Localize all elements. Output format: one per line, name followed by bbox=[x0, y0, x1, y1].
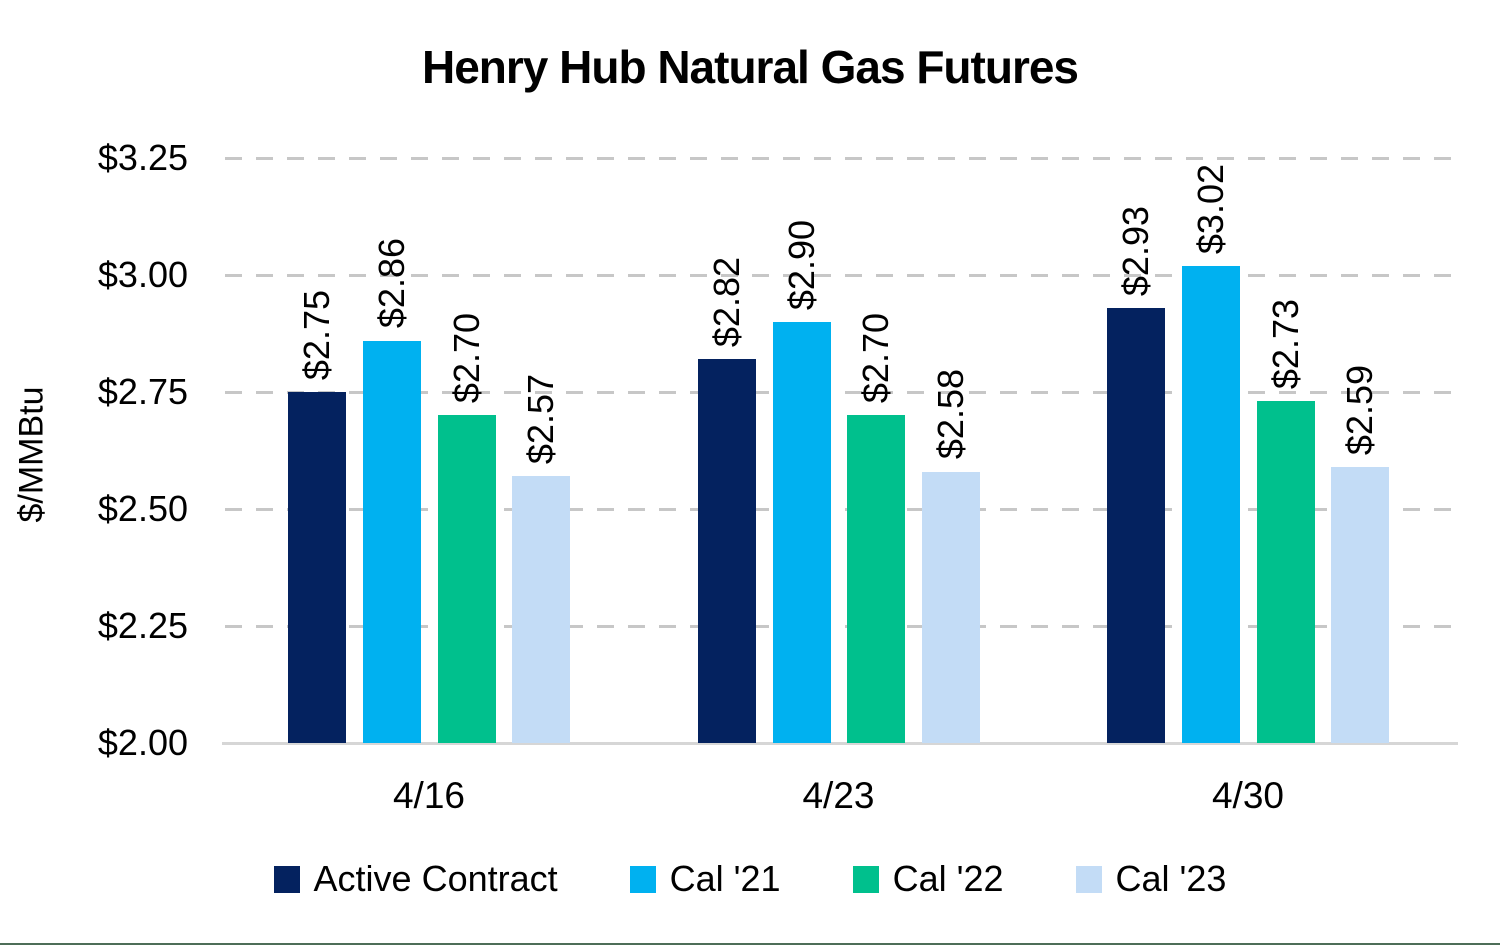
chart-title: Henry Hub Natural Gas Futures bbox=[421, 41, 1079, 93]
y-tick-label: $2.50 bbox=[97, 488, 188, 529]
bar-cal-23-4-23 bbox=[921, 471, 980, 743]
y-tick-label: $2.25 bbox=[97, 605, 188, 646]
bottom-divider bbox=[0, 943, 1500, 945]
bar-cal-21-4-23 bbox=[772, 321, 831, 743]
bar-active-contract-4-16 bbox=[288, 392, 346, 743]
bar-value-label-wrap: $2.57 bbox=[481, 344, 601, 464]
legend-item-cal-22: Cal '22 bbox=[852, 858, 1004, 900]
legend-label: Cal '21 bbox=[669, 858, 781, 899]
gridline bbox=[225, 391, 1455, 394]
y-tick-label: $3.25 bbox=[97, 137, 188, 178]
legend-item-cal-23: Cal '23 bbox=[1075, 858, 1227, 900]
x-tick-label: 4/23 bbox=[802, 775, 875, 816]
legend-item-active-contract: Active Contract bbox=[273, 858, 558, 900]
bar-cal-22-4-23 bbox=[847, 415, 905, 743]
y-tick-label: $3.00 bbox=[97, 254, 188, 295]
bar-cal-21-4-30 bbox=[1182, 265, 1240, 743]
x-tick-label: 4/16 bbox=[392, 775, 465, 816]
bar-cal-22-4-16 bbox=[437, 415, 496, 743]
bar-value-label-wrap: $3.02 bbox=[1151, 134, 1271, 254]
bar-value-label-wrap: $2.59 bbox=[1300, 335, 1420, 455]
gridline bbox=[225, 274, 1455, 277]
x-axis-line bbox=[222, 742, 1458, 745]
bar-cal-21-4-16 bbox=[363, 340, 421, 743]
bar-value-label-wrap: $2.58 bbox=[891, 340, 1011, 460]
x-tick-label: 4/30 bbox=[1211, 775, 1284, 816]
bar-value-label: $2.59 bbox=[1339, 364, 1380, 455]
bar-cal-22-4-30 bbox=[1256, 401, 1315, 743]
legend-swatch-icon bbox=[273, 865, 300, 893]
bar-active-contract-4-30 bbox=[1107, 307, 1165, 743]
bar-value-label: $3.02 bbox=[1190, 163, 1231, 254]
y-tick-label: $2.00 bbox=[97, 722, 188, 763]
gridline bbox=[225, 157, 1455, 160]
legend-label: Cal '22 bbox=[892, 858, 1004, 899]
legend-label: Cal '23 bbox=[1115, 858, 1227, 899]
bar-value-label: $2.58 bbox=[929, 369, 971, 460]
bar-cal-23-4-30 bbox=[1331, 466, 1389, 743]
legend-item-cal-21: Cal '21 bbox=[629, 858, 781, 900]
legend-swatch-icon bbox=[852, 865, 879, 893]
gridline bbox=[225, 508, 1455, 511]
legend-swatch-icon bbox=[1075, 865, 1102, 893]
gridline bbox=[225, 625, 1455, 628]
legend-label: Active Contract bbox=[313, 858, 558, 899]
bar-cal-23-4-16 bbox=[512, 476, 570, 743]
chart-legend: Active Contract Cal '21 Cal '22 Cal '23 bbox=[0, 858, 1500, 900]
bar-value-label: $2.57 bbox=[520, 374, 561, 465]
bar-active-contract-4-23 bbox=[697, 359, 756, 743]
legend-swatch-icon bbox=[629, 865, 656, 893]
y-tick-label: $2.75 bbox=[97, 371, 188, 412]
